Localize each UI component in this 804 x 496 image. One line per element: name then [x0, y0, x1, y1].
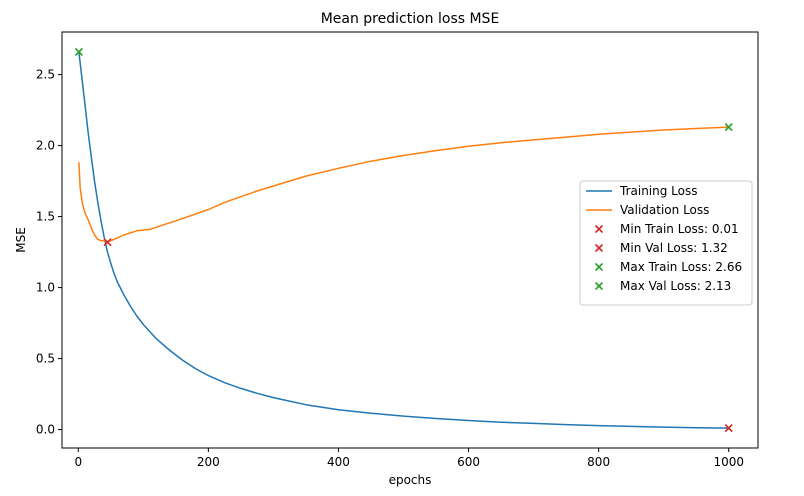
x-tick-label: 400: [327, 455, 350, 469]
legend-label: Max Val Loss: 2.13: [620, 279, 731, 293]
legend-box: [579, 180, 753, 306]
x-tick-label: 0: [74, 455, 82, 469]
axis-ticks: 0 200 400 600 800 1000 0.0 0.5 1.0 1.5 2.0 2.5: [36, 68, 744, 469]
legend-label: Max Train Loss: 2.66: [620, 260, 742, 274]
y-tick-label: 2.5: [36, 68, 55, 82]
marker-point-1: [103, 238, 112, 247]
legend-label: Min Val Loss: 1.32: [620, 241, 728, 255]
plot-area: [74, 47, 733, 433]
chart-title: Mean prediction loss MSE: [321, 11, 500, 27]
legend-item: Max Val Loss: 2.13: [594, 279, 731, 293]
x-tick-label: 600: [457, 455, 480, 469]
legend-item: Min Train Loss: 0.01: [594, 222, 739, 236]
y-tick-label: 2.0: [36, 139, 55, 153]
plot-frame: [61, 31, 759, 449]
x-tick-label: 200: [197, 455, 220, 469]
y-tick-label: 0.5: [36, 352, 55, 366]
marker-point-2: [74, 47, 83, 56]
y-tick-label: 1.5: [36, 210, 55, 224]
legend-label: Validation Loss: [620, 203, 709, 217]
legend-item: Validation Loss: [586, 203, 709, 217]
series-line-1: [78, 126, 730, 243]
x-tick-label: 1000: [713, 455, 744, 469]
legend-item: Min Val Loss: 1.32: [594, 241, 728, 255]
legend-item: Training Loss: [586, 184, 697, 198]
legend: Training Loss Validation Loss Min Train Lo…: [579, 180, 753, 306]
legend-marker-swatch: [594, 243, 604, 253]
legend-label: Min Train Loss: 0.01: [620, 222, 739, 236]
series-line-0: [78, 51, 730, 429]
legend-marker-swatch: [594, 281, 604, 291]
y-axis-label: MSE: [14, 227, 28, 253]
marker-point-0: [724, 424, 733, 433]
x-axis-label: epochs: [389, 473, 432, 487]
legend-marker-swatch: [594, 224, 604, 234]
marker-point-3: [724, 123, 733, 132]
legend-item: Max Train Loss: 2.66: [594, 260, 742, 274]
legend-label: Training Loss: [619, 184, 697, 198]
y-tick-label: 1.0: [36, 281, 55, 295]
y-tick-label: 0.0: [36, 423, 55, 437]
x-tick-label: 800: [587, 455, 610, 469]
legend-marker-swatch: [594, 262, 604, 272]
